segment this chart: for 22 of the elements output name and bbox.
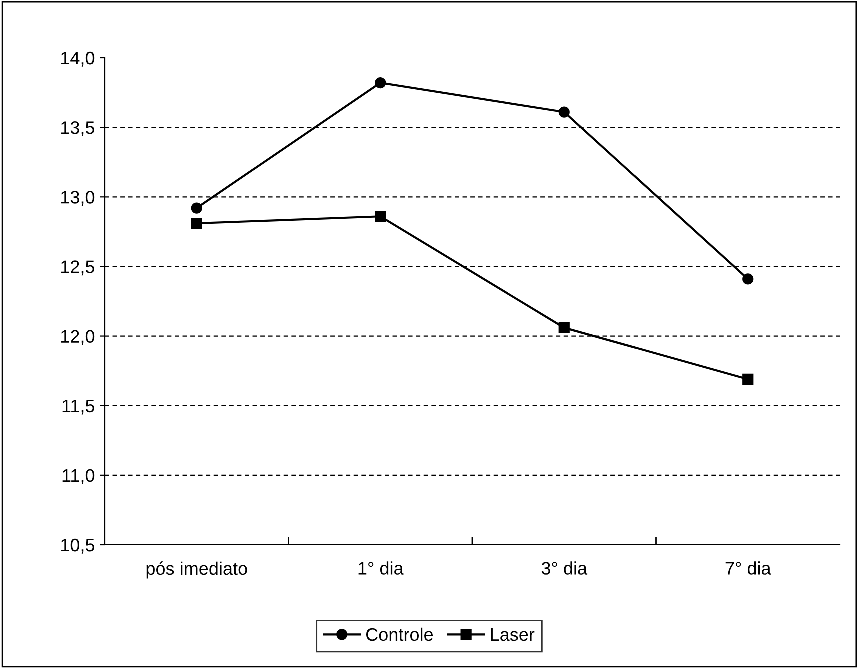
- point: [742, 274, 754, 285]
- x-tick-label: 1° dia: [358, 562, 404, 575]
- x-tick-label: 3° dia: [542, 562, 588, 575]
- y-tick-label: 12,0: [62, 330, 95, 346]
- point: [558, 322, 570, 334]
- y-tick-label: 13,5: [62, 122, 95, 136]
- point: [742, 374, 754, 385]
- y-tick-label: 10,5: [62, 538, 95, 554]
- point: [558, 106, 570, 118]
- point: [191, 202, 202, 214]
- legend-label: Controle: [366, 628, 434, 642]
- point: [191, 218, 202, 230]
- y-tick-label: 11,0: [62, 469, 95, 484]
- x-tick-label: 7° dia: [726, 562, 772, 575]
- y-tick-label: 13,0: [62, 191, 95, 206]
- y-tick-label: 14,0: [62, 52, 95, 67]
- y-tick-label: 11,5: [62, 400, 95, 415]
- legend-label: Laser: [491, 628, 535, 642]
- point: [375, 211, 386, 222]
- point: [375, 77, 386, 89]
- x-tick-label: pós imediato: [146, 562, 248, 579]
- y-tick-label: 12,5: [62, 260, 95, 276]
